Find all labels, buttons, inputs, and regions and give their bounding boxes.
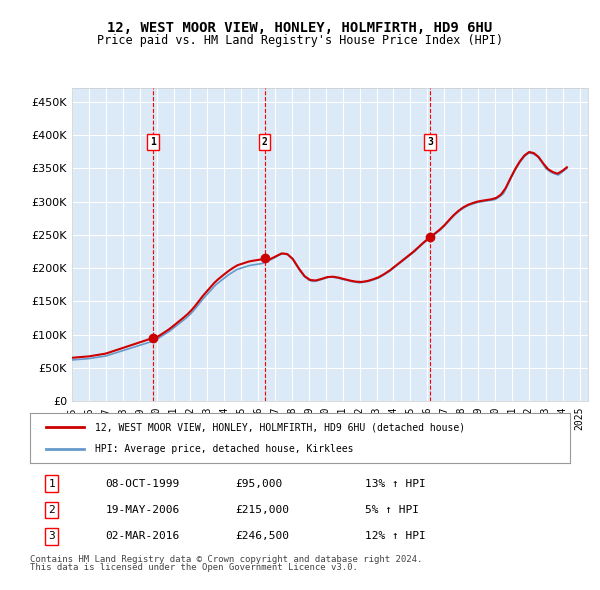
Text: £246,500: £246,500 [235, 531, 289, 541]
Text: 19-MAY-2006: 19-MAY-2006 [106, 505, 180, 515]
Text: 12, WEST MOOR VIEW, HONLEY, HOLMFIRTH, HD9 6HU: 12, WEST MOOR VIEW, HONLEY, HOLMFIRTH, H… [107, 21, 493, 35]
Text: 08-OCT-1999: 08-OCT-1999 [106, 478, 180, 489]
Text: 1: 1 [150, 137, 155, 147]
Text: HPI: Average price, detached house, Kirklees: HPI: Average price, detached house, Kirk… [95, 444, 353, 454]
Text: 13% ↑ HPI: 13% ↑ HPI [365, 478, 425, 489]
Text: 3: 3 [427, 137, 433, 147]
Text: 12, WEST MOOR VIEW, HONLEY, HOLMFIRTH, HD9 6HU (detached house): 12, WEST MOOR VIEW, HONLEY, HOLMFIRTH, H… [95, 422, 465, 432]
Text: 2: 2 [262, 137, 268, 147]
Text: Price paid vs. HM Land Registry's House Price Index (HPI): Price paid vs. HM Land Registry's House … [97, 34, 503, 47]
Text: 1: 1 [48, 478, 55, 489]
Text: 02-MAR-2016: 02-MAR-2016 [106, 531, 180, 541]
Text: 3: 3 [48, 531, 55, 541]
Text: Contains HM Land Registry data © Crown copyright and database right 2024.: Contains HM Land Registry data © Crown c… [30, 555, 422, 563]
Text: 5% ↑ HPI: 5% ↑ HPI [365, 505, 419, 515]
Text: £95,000: £95,000 [235, 478, 283, 489]
Text: This data is licensed under the Open Government Licence v3.0.: This data is licensed under the Open Gov… [30, 563, 358, 572]
Text: 12% ↑ HPI: 12% ↑ HPI [365, 531, 425, 541]
Text: 2: 2 [48, 505, 55, 515]
Text: £215,000: £215,000 [235, 505, 289, 515]
